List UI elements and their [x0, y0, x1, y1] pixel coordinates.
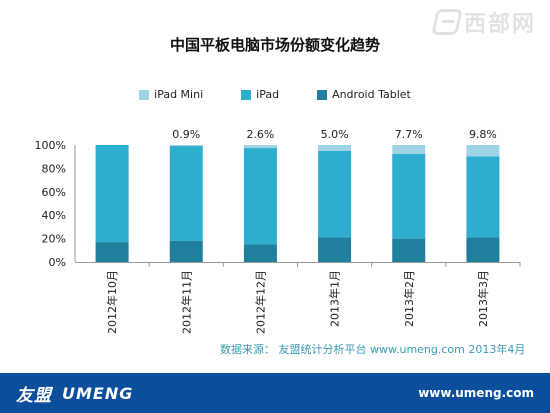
y-tick-label: 20% — [42, 233, 66, 246]
x-tick-label: 2013年1月 — [328, 270, 342, 327]
x-tick-label: 2012年11月 — [179, 270, 193, 334]
bar-segment-android-tablet — [466, 237, 500, 262]
y-tick-label: 80% — [42, 162, 66, 175]
bar-segment-ipad-mini — [169, 145, 203, 147]
bar-segment-android-tablet — [318, 237, 352, 262]
bar-segment-android-tablet — [392, 238, 426, 262]
x-tick-label: 2013年3月 — [476, 270, 490, 327]
chart-title: 中国平板电脑市场份额变化趋势 — [169, 36, 380, 54]
legend-item-ipad: iPad — [241, 88, 279, 101]
legend-item-ipad-mini: iPad Mini — [139, 88, 203, 101]
stacked-bar-chart: 0% 20% 40% 60% 80% 100% 2012年10月 0.9% 2012年11月 2.… — [35, 128, 521, 334]
data-label: 9.8% — [469, 128, 497, 141]
y-tick-label: 100% — [35, 139, 66, 152]
legend-swatch-ipad — [241, 89, 252, 100]
footer-brand: 友盟 UMENG — [16, 381, 133, 406]
bar-segment-ipad — [318, 150, 352, 238]
bar-segment-ipad-mini — [318, 145, 352, 151]
x-tick-label: 2012年10月 — [105, 270, 119, 334]
legend-label-ipad: iPad — [256, 88, 280, 101]
y-tick-label: 40% — [42, 209, 66, 222]
legend-swatch-android-tablet — [317, 89, 328, 100]
bar-segment-android-tablet — [243, 244, 277, 262]
y-tick-label: 0% — [49, 256, 66, 269]
watermark: 西部网 — [431, 6, 536, 38]
bar-segment-ipad-mini — [466, 145, 500, 157]
legend-item-android-tablet: Android Tablet — [317, 88, 411, 101]
bar-segment-ipad — [392, 154, 426, 239]
bar-segment-ipad-mini — [392, 145, 426, 155]
bar-segment-ipad — [169, 146, 203, 241]
x-tick-label: 2013年2月 — [402, 270, 416, 327]
x-tick-label: 2012年12月 — [253, 270, 267, 334]
legend-swatch-ipad-mini — [139, 89, 150, 100]
footer-banner: 友盟 UMENG www.umeng.com — [0, 373, 550, 413]
watermark-text: 西部网 — [463, 12, 536, 37]
footer-url: www.umeng.com — [418, 386, 534, 400]
bar-segment-ipad — [95, 145, 129, 243]
legend-label-ipad-mini: iPad Mini — [154, 88, 204, 101]
brand-name-cn: 友盟 — [16, 385, 52, 406]
y-tick-label: 60% — [42, 186, 66, 199]
bar-segment-ipad-mini — [243, 145, 277, 149]
data-label: 2.6% — [246, 128, 274, 141]
bar-segment-android-tablet — [169, 240, 203, 262]
watermark-logo-icon — [431, 9, 463, 35]
brand-name-en: UMENG — [62, 383, 134, 403]
bar-segment-ipad — [466, 156, 500, 238]
data-label: 0.9% — [172, 128, 200, 141]
bar-segment-android-tablet — [95, 242, 129, 262]
data-label: 7.7% — [395, 128, 423, 141]
data-source-note: 数据来源： 友盟统计分析平台 www.umeng.com 2013年4月 — [220, 343, 526, 356]
data-label: 5.0% — [321, 128, 349, 141]
chart-legend: iPad Mini iPad Android Tablet — [0, 88, 550, 101]
bar-segment-ipad — [243, 148, 277, 245]
legend-label-android-tablet: Android Tablet — [332, 88, 411, 101]
